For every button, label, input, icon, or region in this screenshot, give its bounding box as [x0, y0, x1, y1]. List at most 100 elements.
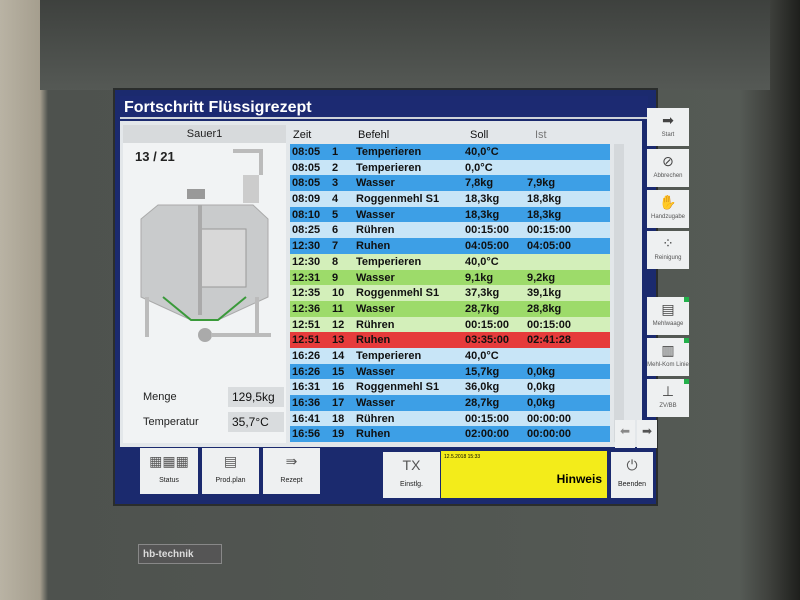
- recipe-table: 08:05 1 Temperieren 40,0°C 08:05 2 Temperieren…: [290, 144, 610, 443]
- cell-ist: 0,0kg: [527, 397, 556, 409]
- table-row[interactable]: 16:26 15 Wasser 15,7kg 0,0kg: [290, 363, 610, 380]
- table-row[interactable]: 16:41 18 Rühren 00:15:00 00:00:00: [290, 410, 610, 427]
- table-row[interactable]: 08:05 1 Temperieren 40,0°C: [290, 144, 610, 160]
- table-row[interactable]: 12:51 12 Rühren 00:15:00 00:15:00: [290, 316, 610, 333]
- tank-panel: Sauer1 13 / 21 Menge 129,5kg Temperatur …: [123, 125, 286, 443]
- balance-icon: ⊥: [661, 383, 675, 399]
- page-title: Fortschritt Flüssigrezept: [120, 96, 648, 119]
- cell-ist: 9,2kg: [527, 271, 556, 284]
- cell-befehl: Temperieren: [356, 146, 422, 158]
- button-mehlwaage[interactable]: ▤ Mehlwaage: [647, 297, 689, 335]
- cell-nr: 15: [332, 365, 345, 378]
- cell-soll: 7,8kg: [465, 177, 494, 190]
- cell-zeit: 12:30: [292, 255, 321, 268]
- cell-nr: 19: [332, 428, 345, 441]
- cell-nr: 12: [332, 318, 345, 331]
- cell-befehl: Temperieren: [356, 255, 422, 268]
- einstlg-button[interactable]: TX Einstlg.: [383, 452, 440, 498]
- cell-befehl: Ruhen: [356, 334, 391, 347]
- cell-nr: 3: [332, 177, 339, 190]
- cell-nr: 2: [332, 161, 339, 174]
- button-mehl-kom-linie[interactable]: ▥ Mehl-Kom Linie: [647, 338, 689, 376]
- cell-soll: 37,3kg: [465, 287, 500, 300]
- cell-befehl: Wasser: [356, 177, 395, 190]
- cell-befehl: Wasser: [356, 208, 395, 221]
- cell-befehl: Roggenmehl S1: [356, 193, 440, 206]
- cell-soll: 00:15:00: [465, 318, 510, 331]
- table-row[interactable]: 12:30 7 Ruhen 04:05:00 04:05:00: [290, 238, 610, 254]
- arrow-right-icon: ➡: [662, 112, 674, 128]
- cell-befehl: Ruhen: [356, 428, 391, 441]
- einstlg-label: Einstlg.: [400, 481, 423, 488]
- cancel-icon: ⊘: [662, 153, 674, 169]
- status-label: Status: [159, 477, 179, 484]
- scale-icon: ▤: [661, 301, 675, 317]
- table-row[interactable]: 12:30 8 Temperieren 40,0°C: [290, 253, 610, 270]
- table-row[interactable]: 12:31 9 Wasser 9,1kg 9,2kg: [290, 269, 610, 286]
- cell-ist: 28,8kg: [527, 302, 562, 315]
- table-header: Zeit Befehl Soll Ist: [290, 125, 620, 143]
- bottom-bar: ▦▦▦ Status ▤ Prod.plan ⇛ Rezept TX Einstlg. …: [135, 448, 655, 500]
- cell-zeit: 12:30: [292, 240, 321, 253]
- beenden-button[interactable]: ⏻ Beenden: [611, 452, 653, 498]
- cell-soll: 03:35:00: [465, 334, 510, 347]
- cell-nr: 4: [332, 193, 339, 206]
- button-label: Reinigung: [654, 255, 682, 261]
- cell-befehl: Rühren: [356, 318, 395, 331]
- table-row[interactable]: 12:51 13 Ruhen 03:35:00 02:41:28: [290, 332, 610, 348]
- cell-soll: 00:15:00: [465, 224, 510, 237]
- cell-nr: 1: [332, 146, 339, 158]
- power-icon: ⏻: [626, 457, 638, 473]
- content-area: Sauer1 13 / 21 Menge 129,5kg Temperatur …: [120, 121, 642, 447]
- table-row[interactable]: 16:36 17 Wasser 28,7kg 0,0kg: [290, 395, 610, 411]
- button-start[interactable]: ➡ Start: [647, 108, 689, 146]
- table-row[interactable]: 16:26 14 Temperieren 40,0°C: [290, 347, 610, 364]
- button-reinigung[interactable]: ⁘ Reinigung: [647, 231, 689, 269]
- cell-ist: 7,9kg: [527, 177, 556, 190]
- cell-soll: 9,1kg: [465, 271, 494, 284]
- cell-nr: 13: [332, 334, 345, 347]
- rezept-button[interactable]: ⇛ Rezept: [263, 448, 320, 494]
- status-button[interactable]: ▦▦▦ Status: [140, 448, 198, 494]
- button-handzugabe[interactable]: ✋ Handzugabe: [647, 190, 689, 228]
- table-row[interactable]: 12:36 11 Wasser 28,7kg 28,8kg: [290, 300, 610, 317]
- table-row[interactable]: 08:09 4 Roggenmehl S1 18,3kg 18,8kg: [290, 191, 610, 207]
- cell-zeit: 16:31: [292, 381, 321, 394]
- table-row[interactable]: 08:10 5 Wasser 18,3kg 18,3kg: [290, 206, 610, 223]
- button-label: Mehlwaage: [652, 321, 684, 327]
- status-icon: ▦▦▦: [149, 453, 189, 469]
- hinweis-panel[interactable]: 12.5.2018 15:33 Hinweis: [441, 451, 607, 498]
- button-zv-bb[interactable]: ⊥ ZV/BB: [647, 379, 689, 417]
- prodplan-button[interactable]: ▤ Prod.plan: [202, 448, 259, 494]
- cell-soll: 40,0°C: [465, 255, 499, 268]
- button-label: Start: [661, 132, 675, 138]
- cell-zeit: 16:36: [292, 397, 321, 409]
- right-toolbar: ➡ Start ⊘ Abbrechen ✋ Handzugabe ⁘ Reinigung ▤ Me…: [647, 108, 691, 420]
- cell-befehl: Wasser: [356, 271, 395, 284]
- cell-befehl: Rühren: [356, 224, 395, 237]
- prev-button[interactable]: ⬅: [615, 420, 635, 448]
- cell-nr: 14: [332, 349, 345, 362]
- cell-ist: 02:41:28: [527, 334, 572, 347]
- cell-zeit: 16:41: [292, 412, 321, 425]
- cell-ist: 00:00:00: [527, 412, 572, 425]
- status-indicator: [684, 297, 689, 302]
- cell-zeit: 08:05: [292, 161, 321, 174]
- cell-nr: 5: [332, 208, 339, 221]
- cell-ist: 04:05:00: [527, 240, 572, 253]
- table-row[interactable]: 12:35 10 Roggenmehl S1 37,3kg 39,1kg: [290, 285, 610, 301]
- cell-zeit: 08:10: [292, 208, 321, 221]
- cell-ist: 39,1kg: [527, 287, 562, 300]
- table-row[interactable]: 16:31 16 Roggenmehl S1 36,0kg 0,0kg: [290, 379, 610, 395]
- next-button[interactable]: ➡: [637, 420, 657, 448]
- scrollbar[interactable]: [614, 144, 624, 442]
- cell-soll: 40,0°C: [465, 349, 499, 362]
- cell-ist: 18,3kg: [527, 208, 562, 221]
- cell-zeit: 12:31: [292, 271, 321, 284]
- table-row[interactable]: 16:56 19 Ruhen 02:00:00 00:00:00: [290, 426, 610, 443]
- cell-befehl: Ruhen: [356, 240, 391, 253]
- table-row[interactable]: 08:05 3 Wasser 7,8kg 7,9kg: [290, 175, 610, 192]
- button-abbrechen[interactable]: ⊘ Abbrechen: [647, 149, 689, 187]
- table-row[interactable]: 08:05 2 Temperieren 0,0°C: [290, 159, 610, 176]
- table-row[interactable]: 08:25 6 Rühren 00:15:00 00:15:00: [290, 222, 610, 239]
